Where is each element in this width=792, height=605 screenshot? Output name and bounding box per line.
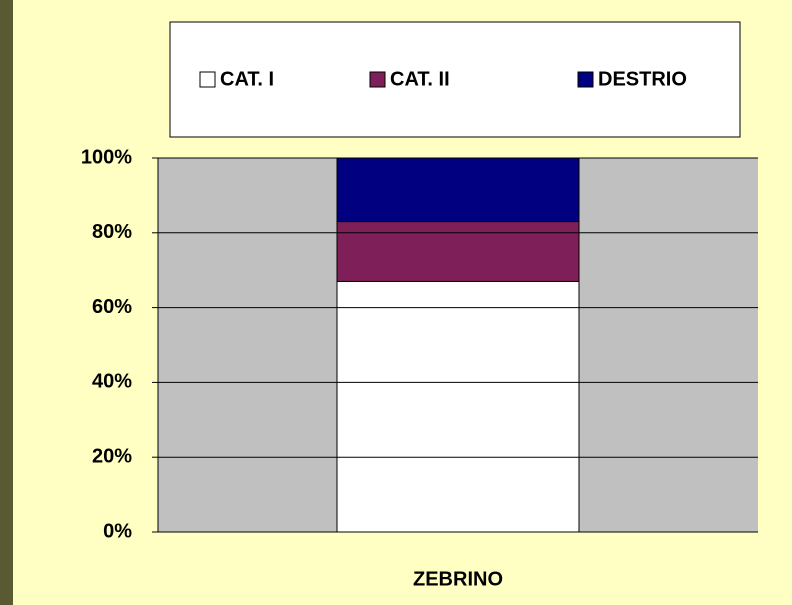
y-tick-label: 40% <box>92 371 132 393</box>
y-tick-label: 0% <box>103 520 132 542</box>
bar-segment <box>336 280 580 533</box>
legend-label: CAT. II <box>390 68 450 90</box>
legend-swatch <box>369 71 386 88</box>
legend-box <box>169 21 741 138</box>
bar-segment <box>336 157 580 223</box>
legend-label: DESTRIO <box>598 68 687 90</box>
x-tick-label: ZEBRINO <box>413 568 503 590</box>
legend-label: CAT. I <box>220 68 274 90</box>
y-tick-label: 100% <box>81 146 132 168</box>
bar-segment <box>336 221 580 282</box>
y-tick-label: 60% <box>92 296 132 318</box>
legend-swatch <box>199 71 216 88</box>
y-tick-label: 80% <box>92 221 132 243</box>
y-tick-label: 20% <box>92 445 132 467</box>
legend-swatch <box>577 71 594 88</box>
